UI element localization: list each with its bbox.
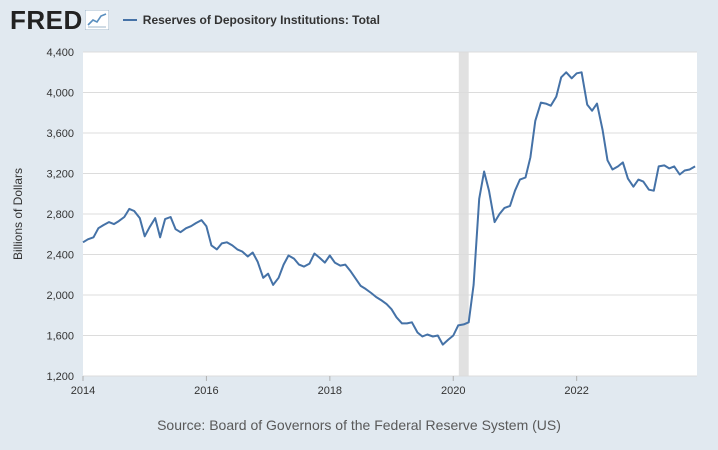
series-line <box>82 71 696 346</box>
x-tick-label: 2016 <box>194 385 218 397</box>
y-tick-label: 4,000 <box>46 88 74 100</box>
legend-label: Reserves of Depository Institutions: Tot… <box>142 13 380 27</box>
y-tick-label: 1,200 <box>46 371 74 383</box>
fred-logo[interactable]: FRED <box>10 5 83 35</box>
y-tick-label: 4,400 <box>46 47 74 59</box>
y-tick-label: 2,800 <box>46 209 74 221</box>
x-tick-label: 2014 <box>71 385 95 397</box>
y-tick-label: 3,600 <box>46 128 74 140</box>
y-tick-label: 1,600 <box>46 331 74 343</box>
chart: 1,200 1,600 2,000 2,400 2,800 3,200 3,600 4,000… <box>11 47 697 397</box>
x-tick-label: 2020 <box>441 385 465 397</box>
legend: Reserves of Depository Institutions: Tot… <box>122 13 380 27</box>
x-tick-label: 2022 <box>564 385 588 397</box>
y-tick-label: 2,400 <box>46 250 74 262</box>
y-tick-label: 3,200 <box>46 169 74 181</box>
header: FRED Reserves of Depository Institutions… <box>10 6 380 34</box>
y-tick-label: 2,000 <box>46 290 74 302</box>
legend-swatch <box>122 19 137 21</box>
source-note: Source: Board of Governors of the Federa… <box>157 417 561 433</box>
x-tick-label: 2018 <box>318 385 342 397</box>
y-axis-label: Billions of Dollars <box>11 168 25 260</box>
